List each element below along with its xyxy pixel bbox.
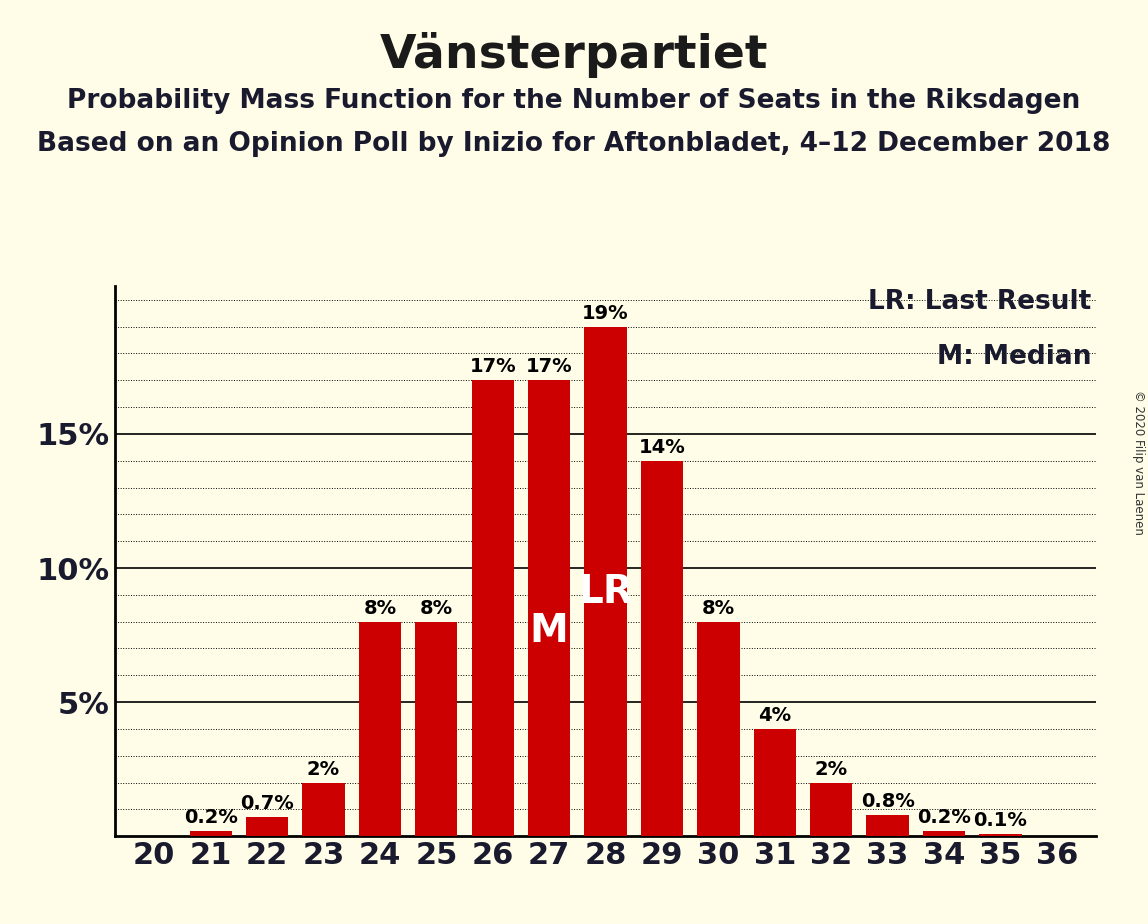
Text: 4%: 4%: [758, 706, 791, 725]
Text: Probability Mass Function for the Number of Seats in the Riksdagen: Probability Mass Function for the Number…: [68, 88, 1080, 114]
Text: 0.7%: 0.7%: [240, 795, 294, 813]
Bar: [867, 815, 909, 836]
Text: 17%: 17%: [526, 358, 573, 376]
Bar: [810, 783, 852, 836]
Text: 0.2%: 0.2%: [184, 808, 238, 827]
Bar: [472, 381, 514, 836]
Text: 0.1%: 0.1%: [974, 810, 1027, 830]
Bar: [697, 622, 739, 836]
Text: 8%: 8%: [420, 599, 453, 617]
Text: 0.2%: 0.2%: [917, 808, 971, 827]
Text: 2%: 2%: [307, 760, 340, 779]
Bar: [641, 461, 683, 836]
Bar: [923, 831, 965, 836]
Bar: [753, 729, 796, 836]
Text: © 2020 Filip van Laenen: © 2020 Filip van Laenen: [1132, 390, 1146, 534]
Text: 2%: 2%: [815, 760, 847, 779]
Bar: [584, 327, 627, 836]
Bar: [528, 381, 571, 836]
Text: Vänsterpartiet: Vänsterpartiet: [380, 32, 768, 79]
Bar: [979, 833, 1022, 836]
Text: Based on an Opinion Poll by Inizio for Aftonbladet, 4–12 December 2018: Based on an Opinion Poll by Inizio for A…: [38, 131, 1110, 157]
Text: M: M: [529, 612, 568, 650]
Text: 8%: 8%: [364, 599, 396, 617]
Bar: [246, 818, 288, 836]
Text: 14%: 14%: [638, 438, 685, 456]
Bar: [359, 622, 401, 836]
Text: 17%: 17%: [470, 358, 517, 376]
Text: LR: LR: [579, 573, 633, 611]
Text: 0.8%: 0.8%: [861, 792, 915, 810]
Text: 19%: 19%: [582, 304, 629, 322]
Text: LR: Last Result: LR: Last Result: [868, 289, 1092, 315]
Text: 8%: 8%: [701, 599, 735, 617]
Text: M: Median: M: Median: [937, 344, 1092, 371]
Bar: [302, 783, 344, 836]
Bar: [416, 622, 458, 836]
Bar: [189, 831, 232, 836]
